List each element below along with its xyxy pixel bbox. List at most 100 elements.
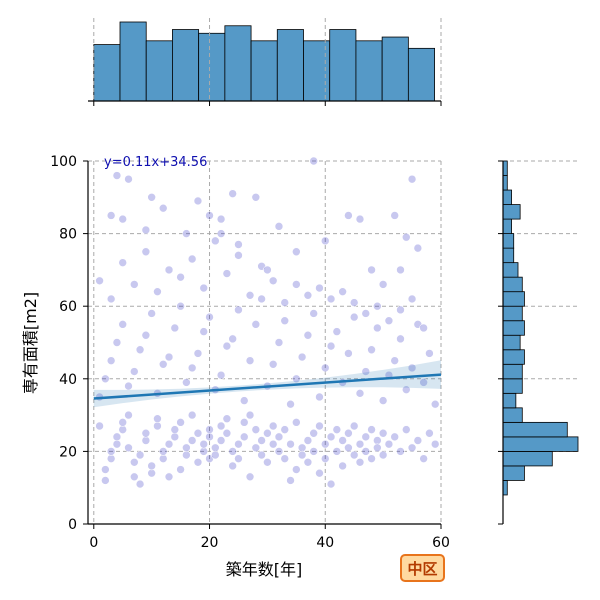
right-hist-bar	[502, 218, 512, 235]
scatter-point	[228, 334, 237, 344]
scatter-point	[367, 265, 376, 275]
scatter-point	[245, 472, 255, 482]
right-hist-bar	[502, 247, 515, 264]
scatter-point	[413, 436, 423, 445]
scatter-point	[378, 280, 388, 289]
scatter-point	[228, 189, 237, 198]
scatter-point	[106, 294, 116, 304]
right-hist-bar	[502, 160, 508, 176]
scatter-point	[239, 396, 249, 405]
scatter-point	[430, 439, 440, 449]
scatter-point	[187, 363, 197, 373]
scatter-point	[338, 436, 347, 445]
scatter-point	[216, 436, 226, 445]
scatter-point	[141, 428, 151, 438]
scatter-point	[268, 439, 278, 449]
scatter-point	[118, 214, 128, 224]
right-hist-bar	[502, 291, 525, 307]
scatter-point	[193, 349, 203, 358]
scatter-point	[124, 443, 133, 453]
scatter-point	[274, 338, 284, 347]
scatter-point	[245, 291, 255, 300]
scatter-point	[147, 468, 156, 478]
right-hist-bar	[502, 305, 523, 322]
scatter-point	[106, 211, 116, 220]
scatter-point	[112, 432, 122, 442]
scatter-point	[361, 309, 371, 318]
scatter-point	[164, 352, 174, 362]
scatter-point	[158, 203, 168, 213]
right-hist-bar	[502, 175, 508, 191]
scatter-point	[268, 276, 278, 286]
scatter-point	[164, 472, 174, 482]
scatter-point	[199, 283, 209, 293]
scatter-point	[234, 439, 243, 449]
top-hist-bar	[198, 32, 226, 102]
regression-equation-label: y=0.11x+34.56	[104, 155, 207, 170]
regression-line	[93, 373, 442, 400]
scatter-point	[222, 341, 232, 351]
scatter-point	[430, 399, 440, 409]
scatter-point	[216, 229, 226, 238]
y-tick-label: 80	[59, 227, 77, 243]
y-tick-label: 20	[59, 444, 77, 460]
scatter-point	[396, 447, 405, 456]
scatter-point	[153, 421, 162, 431]
x-axis-label: 築年数[年]	[226, 560, 303, 579]
right-hist-bar	[502, 407, 523, 423]
scatter-point	[303, 291, 313, 300]
top-hist-bar	[355, 40, 383, 102]
scatter-point	[182, 229, 191, 238]
scatter-point	[141, 436, 151, 445]
scatter-point	[344, 349, 353, 358]
scatter-point	[199, 447, 209, 456]
scatter-point	[147, 309, 156, 318]
scatter-point	[320, 454, 330, 463]
scatter-point	[187, 436, 197, 445]
scatter-point	[407, 174, 417, 184]
scatter-point	[280, 425, 290, 434]
scatter-point	[297, 450, 307, 460]
scatter-point	[419, 378, 428, 387]
scatter-point	[158, 454, 168, 463]
top-hist-bar	[93, 44, 121, 102]
scatter-point	[176, 465, 185, 474]
scatter-point	[268, 421, 278, 431]
scatter-point	[303, 457, 313, 467]
scatter-point	[182, 378, 191, 387]
scatter-point	[320, 236, 330, 246]
scatter-point	[101, 465, 110, 474]
scatter-point	[355, 439, 365, 449]
scatter-point	[245, 410, 255, 420]
scatter-point	[129, 472, 139, 482]
scatter-point	[407, 443, 417, 453]
top-hist-bar	[329, 29, 357, 102]
scatter-point	[118, 418, 128, 427]
scatter-point	[205, 211, 214, 220]
scatter-point	[205, 312, 214, 322]
scatter-point	[153, 287, 162, 296]
scatter-point	[228, 447, 237, 456]
scatter-point	[419, 454, 428, 463]
scatter-point	[216, 421, 226, 431]
scatter-point	[315, 421, 324, 431]
scatter-point	[280, 298, 290, 307]
scatter-point	[344, 211, 353, 220]
scatter-point	[396, 305, 405, 315]
right-hist-bar	[502, 480, 508, 496]
right-hist-bar	[502, 450, 553, 467]
scatter-point	[297, 352, 307, 362]
scatter-point	[355, 214, 365, 224]
scatter-point	[222, 428, 232, 438]
scatter-point	[135, 345, 145, 355]
scatter-point	[292, 280, 301, 289]
scatter-point	[332, 447, 342, 456]
scatter-point	[390, 211, 400, 220]
scatter-point	[274, 222, 284, 231]
scatter-point	[95, 421, 104, 431]
scatter-point	[263, 428, 272, 438]
scatter-point	[401, 425, 411, 434]
scatter-point	[245, 356, 255, 365]
scatter-point	[182, 443, 191, 453]
